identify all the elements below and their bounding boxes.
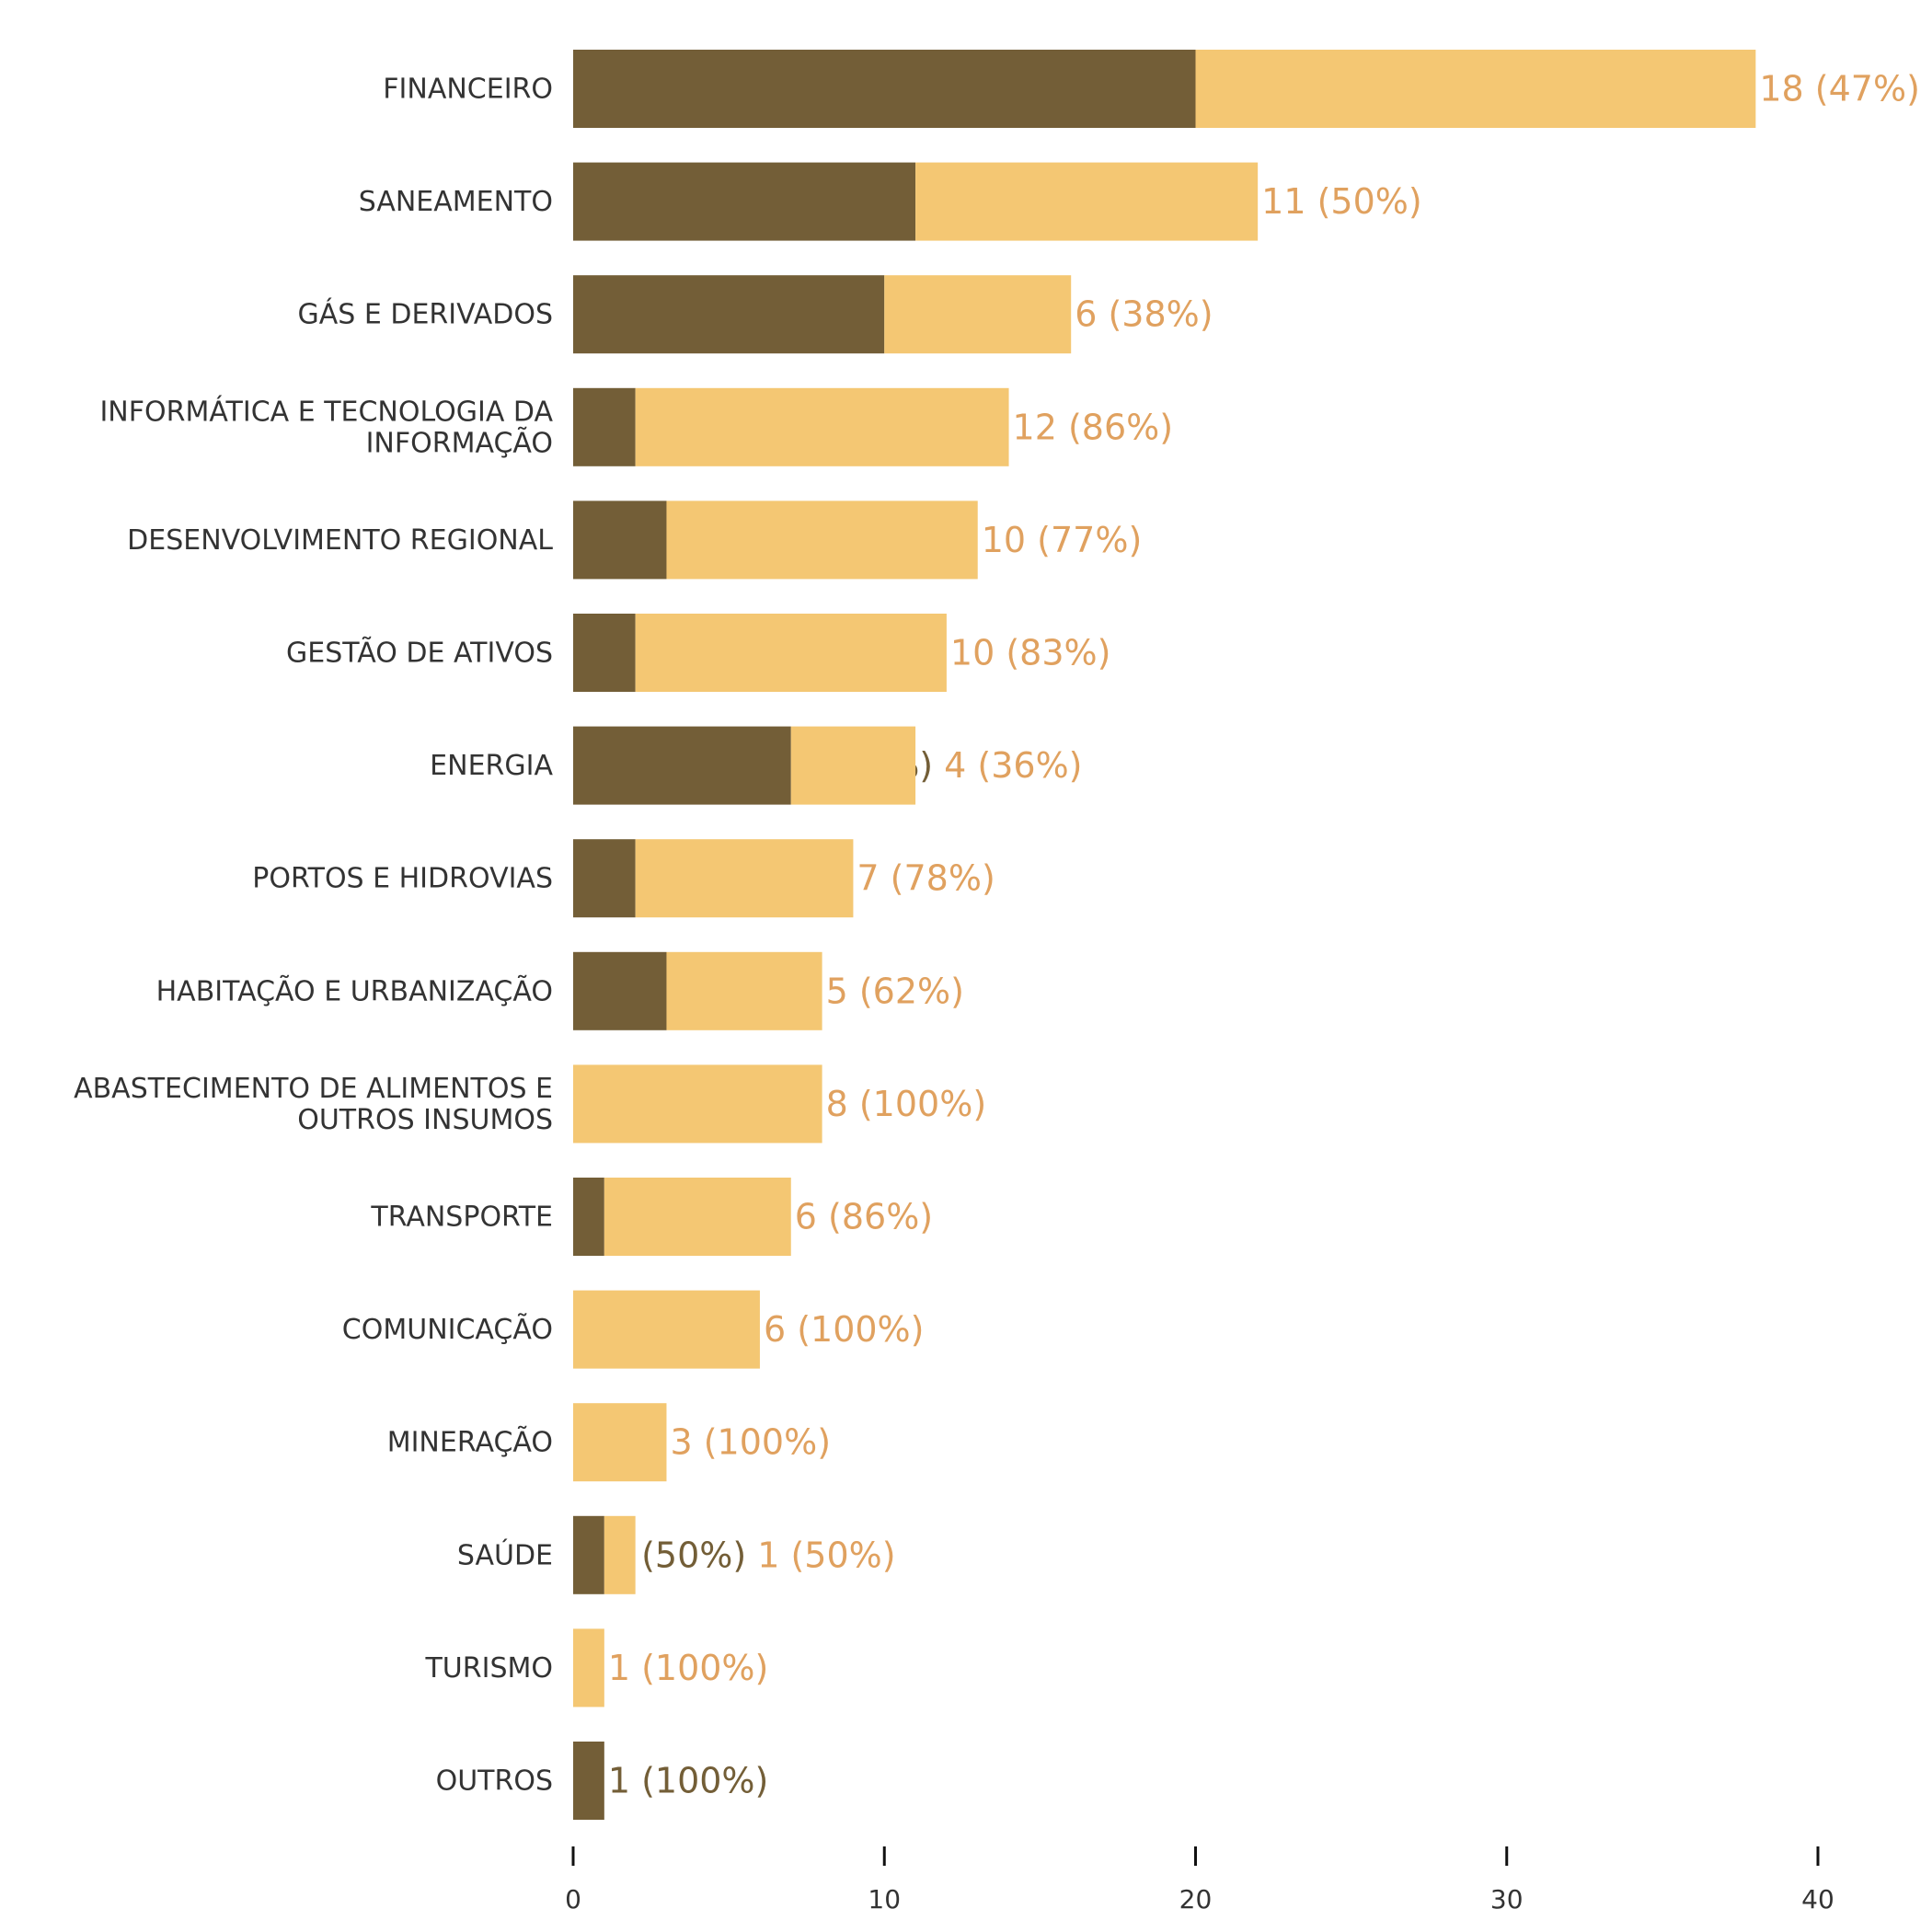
x-tick-label: 10 xyxy=(868,1884,901,1915)
category-label: ABASTECIMENTO DE ALIMENTOS E OUTROS INSUM… xyxy=(74,1073,553,1136)
bar-segment-dark xyxy=(573,1178,604,1256)
bar-segment-light xyxy=(604,1178,791,1256)
category-label: SANEAMENTO xyxy=(359,186,553,218)
data-label: 18 (47%) xyxy=(1759,69,1920,109)
bar-segment-light xyxy=(635,614,947,692)
data-label: 6 (86%) xyxy=(795,1197,933,1237)
bar-segment-dark xyxy=(573,1515,604,1594)
bar-segment-dark xyxy=(573,614,636,692)
bar-segment-light xyxy=(666,951,822,1030)
data-label: 7 (78%) xyxy=(857,858,995,899)
bar-segment-dark xyxy=(573,726,791,805)
category-label: GÁS E DERIVADOS xyxy=(298,298,553,331)
category-label: DESENVOLVIMENTO REGIONAL xyxy=(127,524,553,557)
bar-segment-light xyxy=(604,1515,636,1594)
data-label: 1 (50%) xyxy=(757,1535,895,1575)
bar-segment-dark xyxy=(573,162,916,241)
data-label: 3 (100%) xyxy=(670,1422,831,1463)
category-label: MINERAÇÃO xyxy=(387,1426,553,1459)
data-label: 1 (100%) xyxy=(608,1761,769,1801)
category-label: OUTROS xyxy=(436,1765,553,1798)
bar-segment-light xyxy=(573,1628,604,1708)
data-label: 4 (36%) xyxy=(944,745,1082,786)
category-label: INFORMÁTICA E TECNOLOGIA DA INFORMAÇÃO xyxy=(99,395,553,459)
bar-segment-light xyxy=(573,1403,667,1482)
bar-segment-light xyxy=(790,726,916,805)
bar-segment-dark xyxy=(573,387,636,466)
bar-segment-light xyxy=(635,387,1009,466)
x-tick-label: 0 xyxy=(565,1884,581,1915)
bar-segment-dark xyxy=(573,275,885,354)
category-label: GESTÃO DE ATIVOS xyxy=(286,637,553,670)
category-label: COMUNICAÇÃO xyxy=(342,1313,553,1346)
bar-segment-dark xyxy=(573,951,667,1030)
category-label: HABITAÇÃO E URBANIZAÇÃO xyxy=(156,974,553,1007)
category-label: TRANSPORTE xyxy=(370,1202,553,1234)
bar-segment-light xyxy=(666,500,978,580)
data-label: 10 (83%) xyxy=(950,633,1111,673)
x-tick-label: 20 xyxy=(1179,1884,1213,1915)
bar-segment-light xyxy=(915,162,1259,241)
data-label: 6 (38%) xyxy=(1075,294,1213,335)
bar-segment-light xyxy=(573,1064,822,1144)
category-label: SAÚDE xyxy=(457,1537,553,1571)
data-label: 12 (86%) xyxy=(1013,407,1174,447)
x-tick-label: 40 xyxy=(1801,1884,1834,1915)
category-label: TURISMO xyxy=(424,1652,553,1685)
category-label: FINANCEIRO xyxy=(383,74,553,106)
bar-segment-dark xyxy=(573,1742,604,1820)
data-label: 8 (100%) xyxy=(826,1084,987,1124)
bar-segment-light xyxy=(635,839,854,918)
bar-segment-dark xyxy=(573,50,1196,128)
category-label: ENERGIA xyxy=(430,750,553,782)
category-label: PORTOS E HIDROVIAS xyxy=(252,863,553,895)
bar-segment-dark xyxy=(573,500,667,580)
data-label: 5 (62%) xyxy=(826,971,964,1011)
bar-segment-light xyxy=(884,275,1072,354)
x-tick-label: 30 xyxy=(1490,1884,1524,1915)
bar-segment-light xyxy=(573,1290,760,1369)
data-label: 10 (77%) xyxy=(982,520,1143,560)
data-label: 1 (100%) xyxy=(608,1648,769,1688)
bar-segment-dark xyxy=(573,839,636,918)
bar-segment-light xyxy=(1195,50,1756,128)
data-label: 11 (50%) xyxy=(1261,181,1422,222)
data-label: 6 (100%) xyxy=(764,1309,925,1350)
